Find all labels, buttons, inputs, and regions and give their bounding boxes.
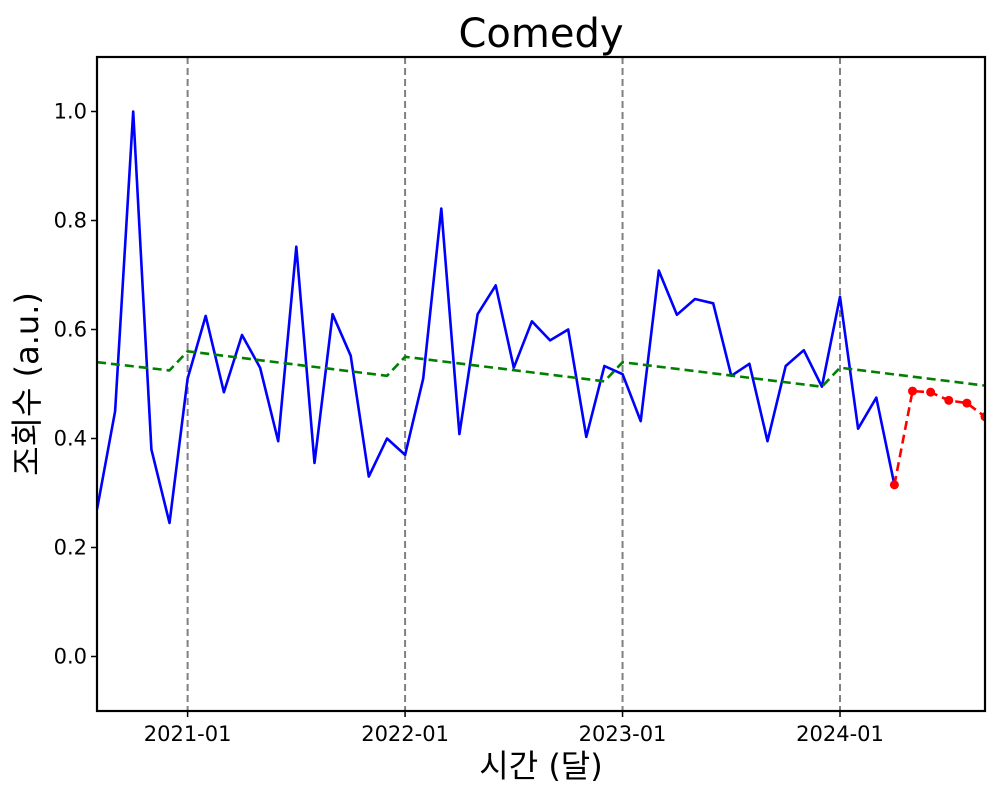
series-2-line [893, 389, 985, 486]
y-axis-label: 조회수 (a.u.) [8, 292, 46, 476]
series-2-point [908, 386, 918, 396]
x-tick-label: 2021-01 [144, 722, 232, 746]
series-2-point [962, 398, 972, 408]
series-2-point [926, 387, 936, 397]
y-tick-label: 0.0 [54, 645, 87, 669]
x-tick-label: 2024-01 [796, 722, 884, 746]
plot-frame [95, 55, 987, 713]
series-1-line [97, 349, 985, 389]
y-tick-label: 0.6 [54, 318, 87, 342]
y-tick-label: 1.0 [54, 100, 87, 124]
x-axis-label: 시간 (달) [479, 747, 602, 785]
y-tick-label: 0.2 [54, 536, 87, 560]
series-2-point [944, 395, 954, 405]
x-tick-label: 2023-01 [579, 722, 667, 746]
x-tick-label: 2022-01 [361, 722, 449, 746]
y-tick-label: 0.4 [54, 427, 87, 451]
series-2-point [980, 412, 985, 422]
plot-area [97, 57, 985, 711]
chart-title: Comedy [458, 11, 623, 57]
series-0-line [97, 110, 896, 525]
series-2-point [889, 480, 899, 490]
y-tick-label: 0.8 [54, 209, 87, 233]
